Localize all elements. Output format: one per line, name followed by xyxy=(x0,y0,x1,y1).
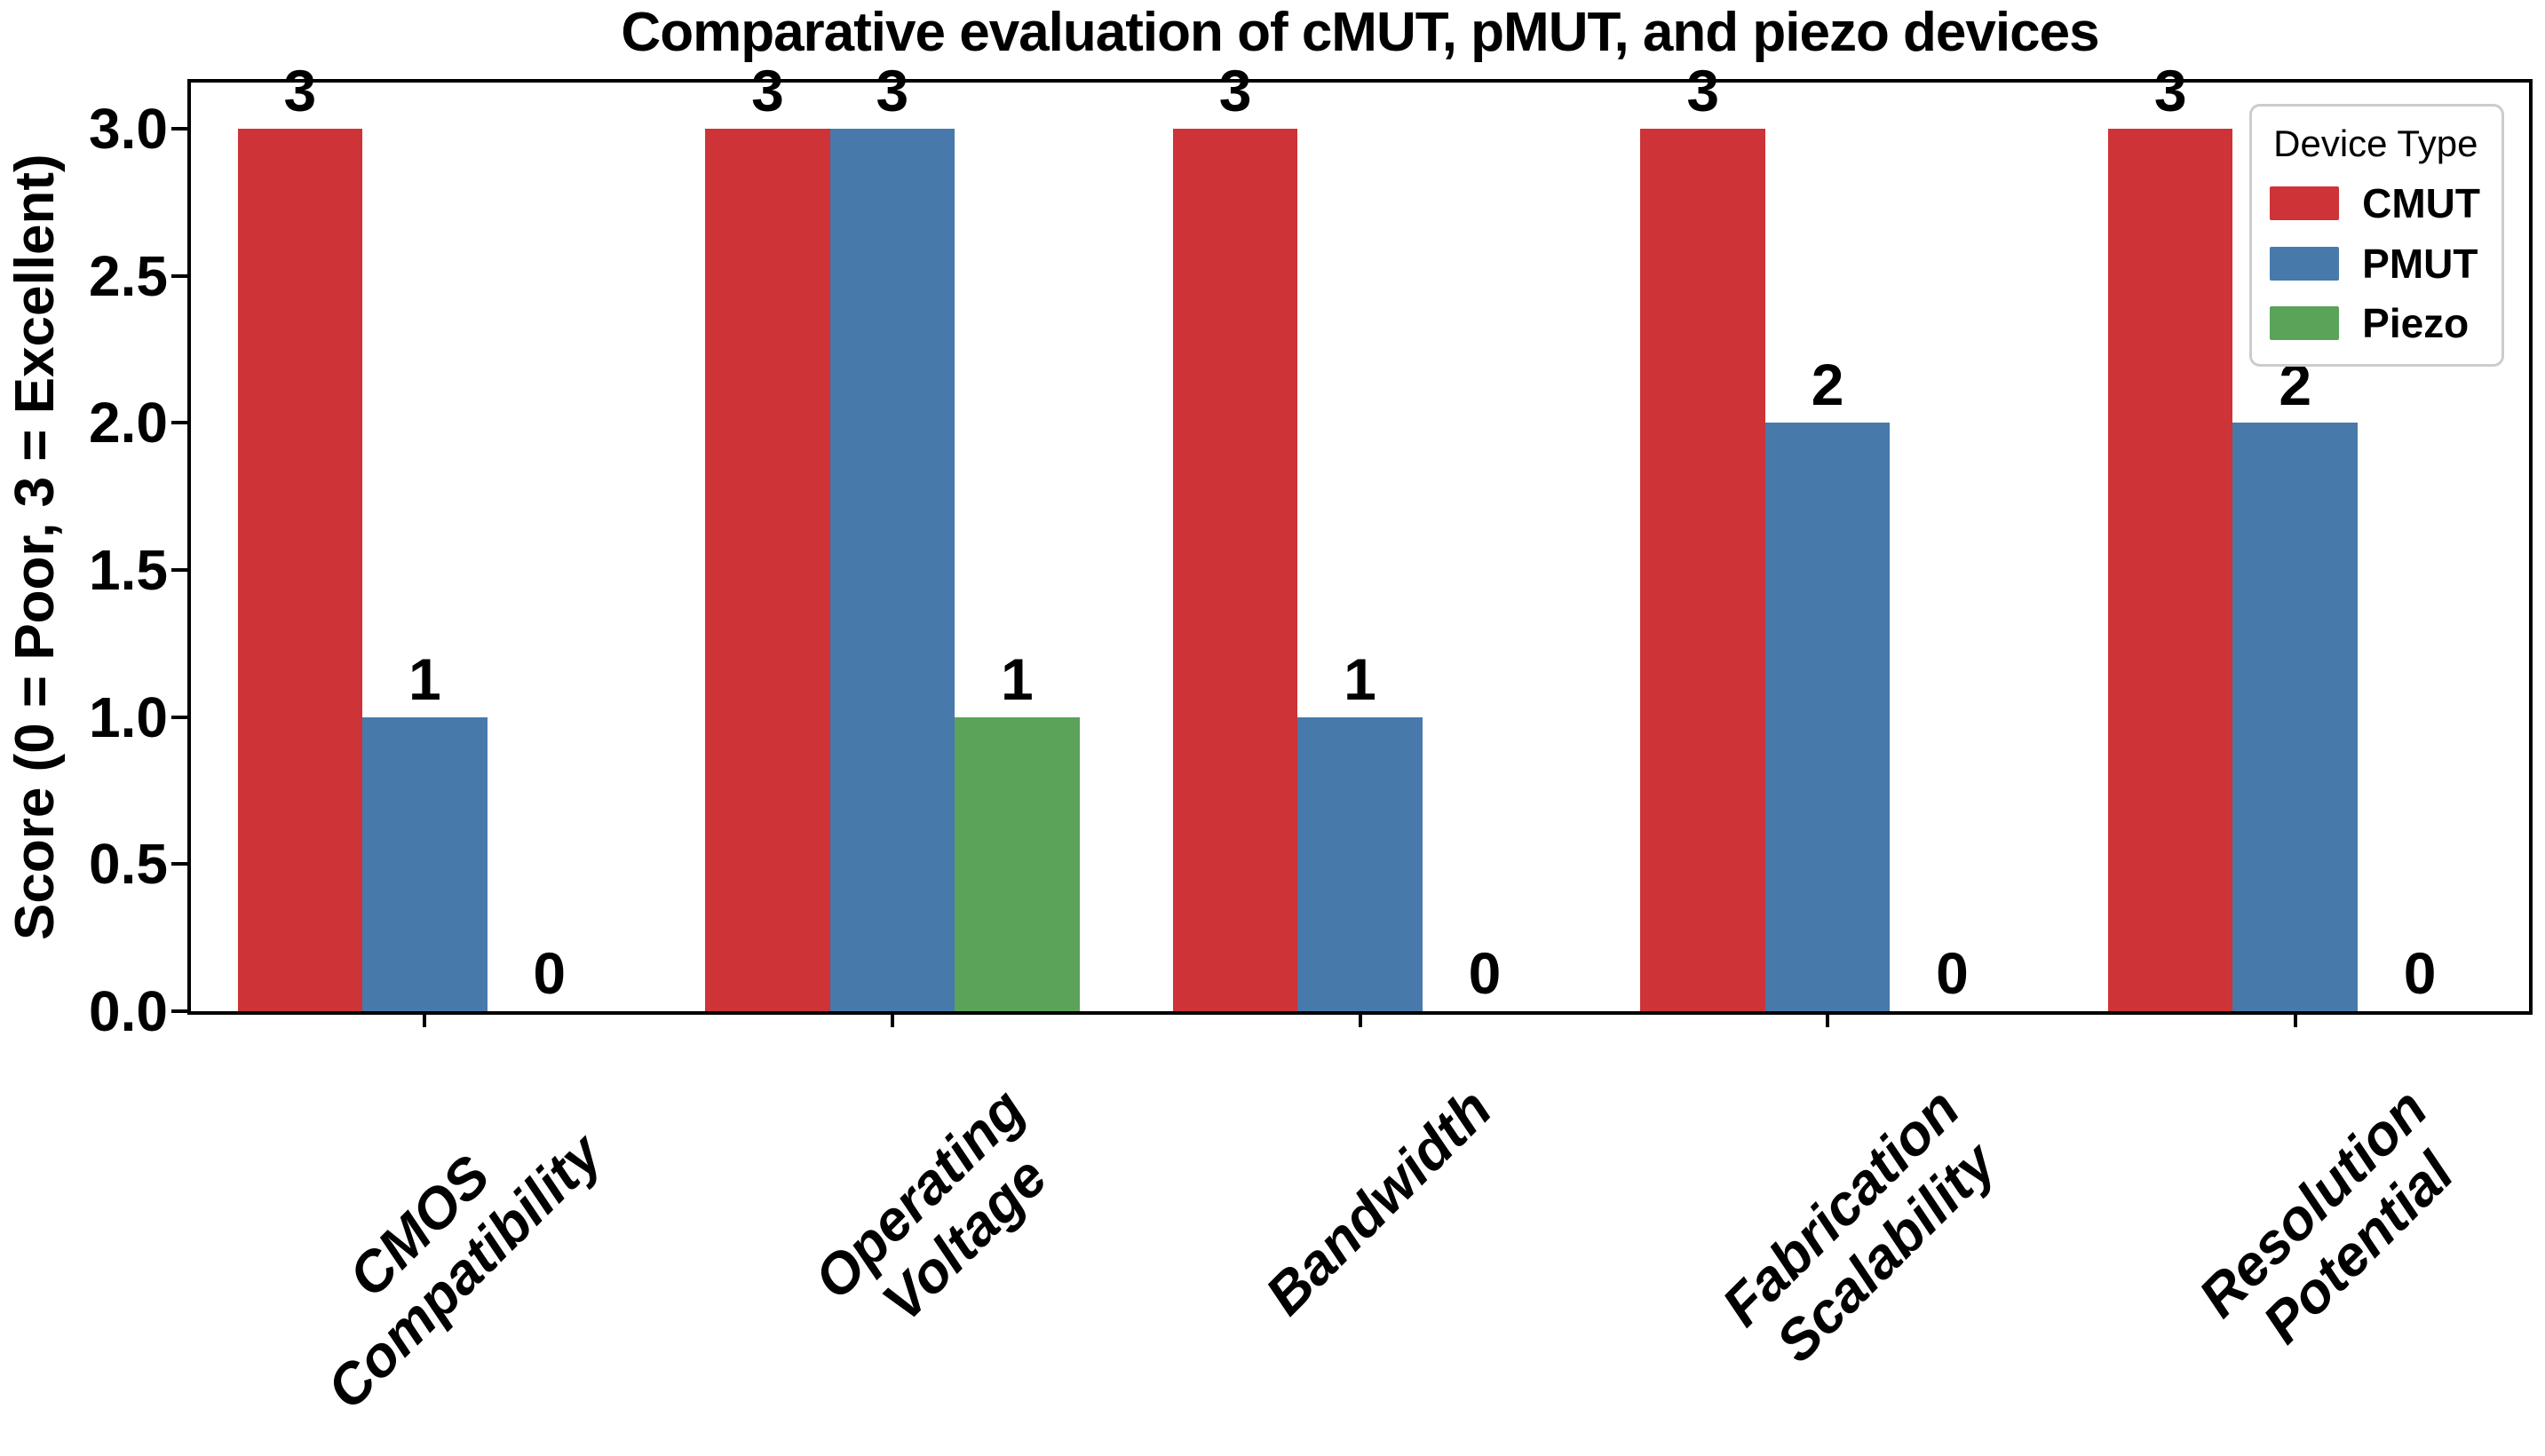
bar-cmut-fabrication-scalability xyxy=(1640,129,1765,1011)
x-tick-mark xyxy=(2293,1011,2297,1027)
legend-title: Device Type xyxy=(2273,123,2478,164)
legend-entry-cmut: CMUT xyxy=(2270,181,2480,226)
bar-cmut-bandwidth xyxy=(1172,129,1298,1011)
legend-swatch-piezo xyxy=(2270,306,2340,341)
bar-pmut-operating-voltage xyxy=(829,129,955,1011)
x-tick-mark xyxy=(1826,1011,1830,1027)
y-tick-mark xyxy=(171,127,187,131)
legend-label-piezo: Piezo xyxy=(2362,300,2470,347)
bar-value-label: 3 xyxy=(751,58,784,124)
bar-pmut-cmos-compatibility xyxy=(362,716,488,1011)
y-tick-label: 3.0 xyxy=(89,97,168,162)
legend-entry-piezo: Piezo xyxy=(2270,301,2480,346)
x-tick-mark xyxy=(890,1011,894,1027)
legend-swatch-pmut xyxy=(2270,246,2340,281)
bar-value-label: 3 xyxy=(2153,58,2187,124)
bar-value-label: 3 xyxy=(283,58,317,124)
bar-cmut-operating-voltage xyxy=(705,129,830,1011)
y-tick-label: 1.5 xyxy=(89,538,168,602)
x-tick-mark xyxy=(423,1011,427,1027)
bar-value-label: 3 xyxy=(1218,58,1252,124)
bar-value-label: 0 xyxy=(1468,940,1502,1006)
bar-cmut-resolution-potential xyxy=(2108,129,2233,1011)
y-tick-mark xyxy=(171,862,187,866)
bar-value-label: 3 xyxy=(1686,58,1720,124)
x-tick-label-fabrication-scalability: Fabrication Scalability xyxy=(1709,1076,2008,1374)
x-tick-label-resolution-potential: Resolution Potential xyxy=(2186,1076,2466,1356)
legend: Device Type CMUT PMUT Piezo xyxy=(2249,104,2504,367)
y-tick-label: 0.0 xyxy=(89,979,168,1043)
bar-value-label: 0 xyxy=(533,940,567,1006)
y-tick-label: 2.0 xyxy=(89,391,168,455)
bar-value-label: 1 xyxy=(1000,645,1034,712)
bar-cmut-cmos-compatibility xyxy=(237,129,363,1011)
x-tick-label-operating-voltage: Operating Voltage xyxy=(801,1076,1058,1333)
chart-title: Comparative evaluation of cMUT, pMUT, an… xyxy=(621,2,2099,63)
x-tick-mark xyxy=(1358,1011,1362,1027)
y-tick-mark xyxy=(171,1009,187,1013)
legend-swatch-cmut xyxy=(2270,186,2340,221)
bar-value-label: 0 xyxy=(1936,940,1969,1006)
y-tick-label: 0.5 xyxy=(89,832,168,897)
bar-pmut-resolution-potential xyxy=(2232,423,2358,1011)
bar-pmut-fabrication-scalability xyxy=(1764,423,1891,1011)
bar-pmut-bandwidth xyxy=(1297,716,1423,1011)
bar-value-label: 1 xyxy=(408,645,441,712)
plot-area: 0.0 0.5 1.0 1.5 2.0 2.5 3.0 CMOS Compatibility 3… xyxy=(89,61,2533,1421)
legend-label-cmut: CMUT xyxy=(2362,180,2480,226)
legend-entry-pmut: PMUT xyxy=(2270,241,2480,287)
x-tick-label-cmos-compatibility: CMOS Compatibility xyxy=(313,1120,614,1421)
y-tick-mark xyxy=(171,273,187,278)
y-tick-mark xyxy=(171,421,187,425)
bar-value-label: 1 xyxy=(1344,645,1376,712)
bar-piezo-operating-voltage xyxy=(955,716,1080,1011)
bar-value-label: 2 xyxy=(1811,352,1844,418)
x-tick-label-bandwidth: Bandwidth xyxy=(1253,1076,1504,1327)
y-tick-mark xyxy=(171,568,187,572)
y-tick-label: 1.0 xyxy=(89,684,168,749)
y-tick-label: 2.5 xyxy=(89,243,168,308)
legend-label-pmut: PMUT xyxy=(2362,240,2478,287)
bar-value-label: 0 xyxy=(2403,940,2437,1006)
bar-value-label: 3 xyxy=(876,58,909,124)
legend-items: CMUT PMUT Piezo xyxy=(2270,181,2480,346)
y-tick-mark xyxy=(171,715,187,719)
